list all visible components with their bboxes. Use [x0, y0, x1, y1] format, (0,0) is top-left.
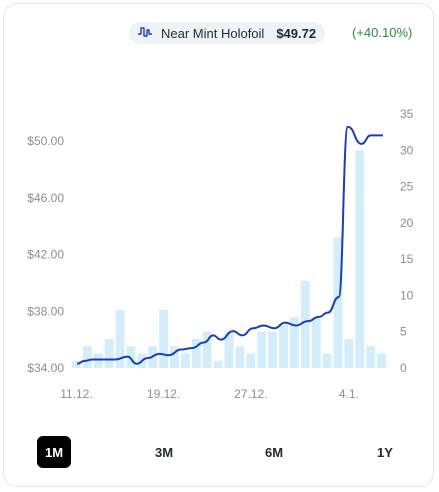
x-tick-label: 27.12. [234, 387, 267, 401]
y-right-tick-label: 30 [400, 143, 414, 157]
volume-bar [355, 150, 365, 368]
volume-bar [180, 353, 190, 368]
volume-bar [268, 331, 278, 368]
volume-bar [366, 346, 376, 368]
volume-bar [322, 353, 332, 368]
volume-bar [235, 346, 245, 368]
variant-label: Near Mint Holofoil [161, 25, 265, 41]
volume-bar [213, 360, 223, 368]
volume-bar [126, 346, 136, 368]
y-right-tick-label: 10 [400, 288, 414, 302]
range-6m-button[interactable]: 6M [264, 444, 284, 460]
y-right-tick-label: 0 [400, 361, 407, 375]
volume-bar [170, 346, 179, 368]
volume-bar [289, 317, 299, 368]
volume-bar [82, 346, 92, 368]
volume-bar [279, 324, 288, 368]
volume-bar [311, 317, 321, 368]
y-right-tick-label: 35 [400, 107, 414, 121]
volume-bar [246, 353, 256, 368]
price-trend-icon [137, 25, 153, 42]
x-tick-label: 11.12. [60, 387, 92, 401]
y-left-tick-label: $42.00 [27, 248, 64, 262]
y-left-tick-label: $38.00 [27, 304, 64, 318]
volume-bar [344, 338, 354, 368]
volume-bar [300, 280, 310, 368]
y-right-tick-label: 20 [400, 216, 414, 230]
volume-bar [72, 360, 81, 368]
y-right-tick-label: 5 [400, 325, 407, 339]
y-right-tick-label: 15 [400, 252, 414, 266]
y-left-tick-label: $46.00 [27, 191, 64, 205]
volume-bar [202, 331, 212, 368]
y-right-tick-label: 25 [400, 180, 414, 194]
y-left-tick-label: $34.00 [27, 361, 64, 375]
volume-bar [159, 309, 169, 368]
range-3m-button[interactable]: 3M [154, 444, 174, 460]
x-tick-label: 19.12. [147, 387, 180, 401]
range-1y-button[interactable]: 1Y [377, 444, 393, 460]
price-line [76, 125, 383, 365]
volume-bar [104, 338, 114, 368]
x-tick-label: 4.1. [339, 387, 359, 401]
current-price: $49.72 [276, 25, 317, 41]
price-change-percent: (+40.10%) [352, 25, 413, 40]
volume-bar [93, 353, 103, 368]
volume-bar [191, 338, 201, 368]
volume-bar [333, 237, 343, 368]
volume-bar [115, 309, 125, 368]
range-1m-button[interactable]: 1M [37, 436, 71, 468]
y-left-tick-label: $50.00 [27, 134, 64, 148]
volume-bar [257, 331, 267, 368]
price-volume-chart: $34.00 $38.00 $42.00 $46.00 $50.00 0 5 10 15 20 25… [27, 107, 414, 401]
variant-price-chip[interactable]: Near Mint Holofoil $49.72 [129, 22, 326, 44]
volume-bar [224, 331, 234, 368]
volume-bar [377, 353, 386, 368]
time-range-selector: 1M 3M 6M 1Y [37, 436, 397, 468]
